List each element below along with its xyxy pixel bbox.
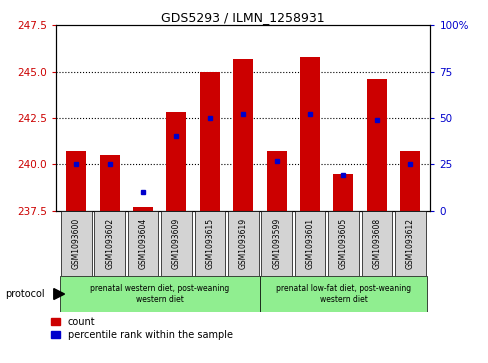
- FancyBboxPatch shape: [161, 211, 191, 276]
- FancyBboxPatch shape: [294, 211, 325, 276]
- FancyBboxPatch shape: [60, 276, 260, 312]
- FancyBboxPatch shape: [261, 211, 291, 276]
- Text: GSM1093619: GSM1093619: [238, 218, 247, 269]
- Text: prenatal western diet, post-weaning
western diet: prenatal western diet, post-weaning west…: [90, 284, 229, 304]
- Text: GSM1093612: GSM1093612: [405, 218, 414, 269]
- Text: protocol: protocol: [5, 289, 44, 299]
- Text: GSM1093601: GSM1093601: [305, 218, 314, 269]
- Polygon shape: [54, 289, 64, 299]
- Legend: count, percentile rank within the sample: count, percentile rank within the sample: [51, 317, 232, 340]
- Bar: [300, 57, 320, 211]
- Text: prenatal low-fat diet, post-weaning
western diet: prenatal low-fat diet, post-weaning west…: [275, 284, 410, 304]
- Bar: [66, 151, 86, 211]
- Bar: [133, 207, 153, 211]
- Bar: [400, 151, 420, 211]
- Text: GSM1093605: GSM1093605: [338, 217, 347, 269]
- Text: GSM1093604: GSM1093604: [138, 217, 147, 269]
- Bar: [366, 79, 386, 211]
- Bar: [200, 72, 220, 211]
- Text: GSM1093608: GSM1093608: [372, 218, 381, 269]
- Title: GDS5293 / ILMN_1258931: GDS5293 / ILMN_1258931: [161, 11, 325, 24]
- Bar: [166, 113, 186, 211]
- FancyBboxPatch shape: [194, 211, 225, 276]
- FancyBboxPatch shape: [94, 211, 125, 276]
- FancyBboxPatch shape: [327, 211, 358, 276]
- Bar: [333, 174, 353, 211]
- Text: GSM1093600: GSM1093600: [72, 217, 81, 269]
- Bar: [266, 151, 286, 211]
- Bar: [100, 155, 120, 211]
- FancyBboxPatch shape: [227, 211, 258, 276]
- Text: GSM1093609: GSM1093609: [172, 217, 181, 269]
- Text: GSM1093602: GSM1093602: [105, 218, 114, 269]
- FancyBboxPatch shape: [394, 211, 425, 276]
- Text: GSM1093599: GSM1093599: [272, 217, 281, 269]
- FancyBboxPatch shape: [260, 276, 426, 312]
- Text: GSM1093615: GSM1093615: [205, 218, 214, 269]
- FancyBboxPatch shape: [361, 211, 391, 276]
- FancyBboxPatch shape: [61, 211, 91, 276]
- Bar: [233, 59, 253, 211]
- FancyBboxPatch shape: [127, 211, 158, 276]
